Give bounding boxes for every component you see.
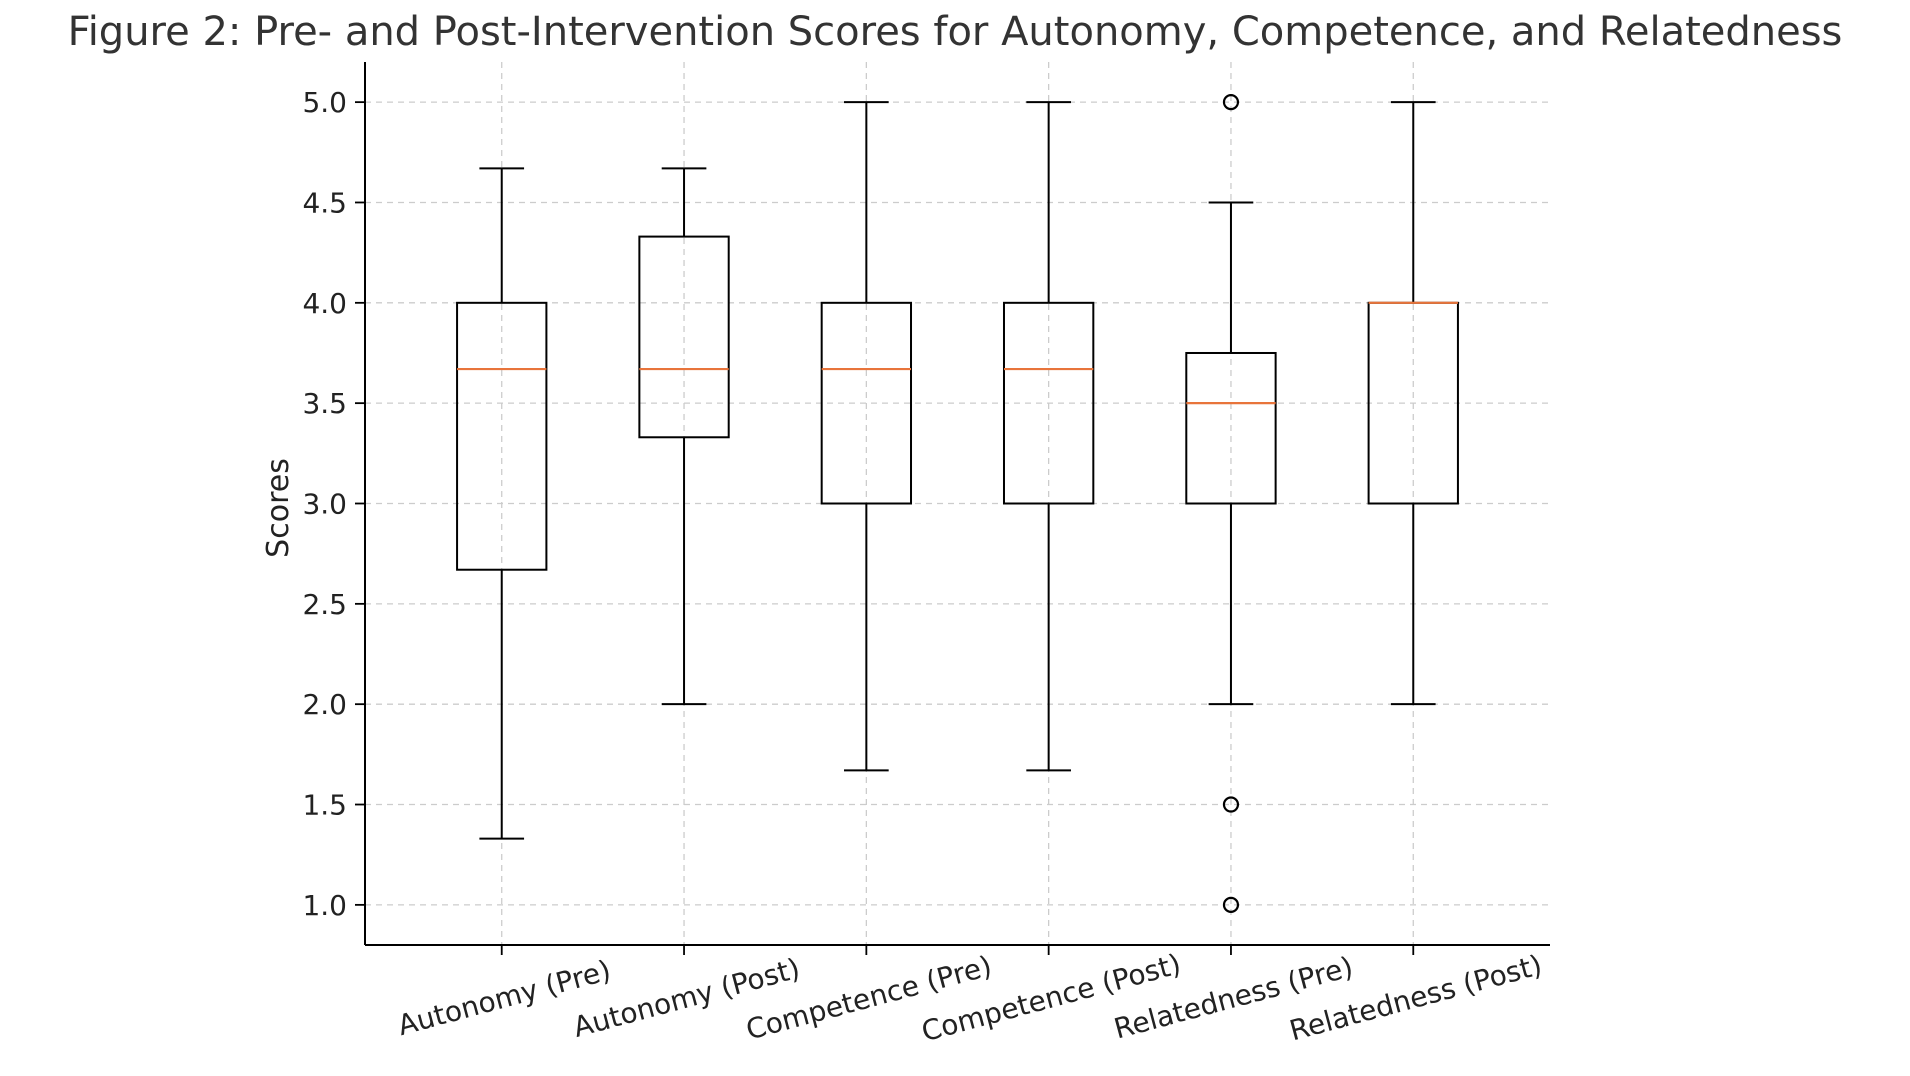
iqr-box bbox=[1002, 301, 1095, 505]
box-2 bbox=[638, 167, 730, 706]
iqr-box bbox=[820, 301, 913, 505]
box-1 bbox=[456, 167, 548, 840]
y-tick-label: 4.5 bbox=[302, 186, 347, 219]
box-6 bbox=[1367, 101, 1459, 706]
outlier-point bbox=[1222, 796, 1240, 813]
y-tick-label: 3.0 bbox=[302, 488, 347, 521]
outlier-point bbox=[1222, 896, 1240, 913]
y-axis-label: Scores bbox=[261, 458, 296, 558]
y-tick-label: 4.0 bbox=[302, 287, 347, 320]
box-3 bbox=[820, 101, 913, 772]
y-tick-label: 5.0 bbox=[302, 86, 347, 119]
chart-title: Figure 2: Pre- and Post-Intervention Sco… bbox=[68, 9, 1843, 55]
outlier-point bbox=[1222, 94, 1240, 111]
y-tick-label: 2.0 bbox=[302, 688, 347, 721]
y-tick-label: 3.5 bbox=[302, 387, 347, 420]
y-tick-label: 1.0 bbox=[302, 889, 347, 922]
box-5 bbox=[1185, 94, 1277, 913]
box-4 bbox=[1002, 101, 1095, 772]
y-tick-label: 1.5 bbox=[302, 789, 347, 822]
y-tick-label: 2.5 bbox=[302, 588, 347, 621]
iqr-box bbox=[456, 301, 548, 571]
iqr-box bbox=[1185, 351, 1277, 505]
iqr-box bbox=[638, 235, 730, 439]
box-layer bbox=[456, 94, 1459, 913]
